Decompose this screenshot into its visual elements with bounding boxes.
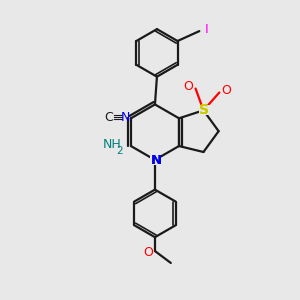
Text: 2: 2 — [117, 146, 123, 156]
Text: N: N — [150, 154, 161, 167]
Text: S: S — [200, 103, 209, 117]
Text: O: O — [143, 245, 153, 259]
Text: N: N — [120, 111, 130, 124]
Text: S: S — [200, 103, 209, 117]
Text: O: O — [184, 80, 194, 93]
Bar — [199, 105, 210, 115]
Text: I: I — [204, 22, 208, 36]
Text: O: O — [221, 84, 231, 97]
Text: C: C — [104, 111, 112, 124]
Text: NH: NH — [103, 138, 122, 151]
Text: N: N — [150, 154, 161, 167]
Bar — [151, 155, 161, 165]
